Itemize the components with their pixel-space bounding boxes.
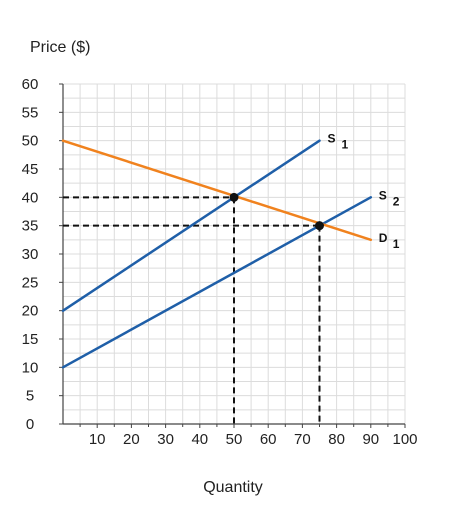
s2-label: S <box>379 188 387 202</box>
s1-label: S <box>328 132 336 146</box>
y-tick-label: 50 <box>22 133 39 150</box>
equilibrium-guides <box>63 196 321 424</box>
s1-line <box>61 139 321 312</box>
y-tick-label: 45 <box>22 161 39 178</box>
x-tick-label: 90 <box>362 431 379 448</box>
x-axis-title: Quantity <box>203 479 263 496</box>
equilibrium-point <box>229 192 239 202</box>
y-tick-label: 30 <box>22 246 39 263</box>
x-tick-label: 20 <box>123 431 140 448</box>
x-tick-label: 60 <box>260 431 277 448</box>
y-tick-label: 25 <box>22 274 39 291</box>
x-tick-label: 80 <box>328 431 345 448</box>
y-tick-label: 0 <box>26 416 34 433</box>
d1-label: D <box>379 231 388 245</box>
x-tick-label: 40 <box>191 431 208 448</box>
y-tick-label: 20 <box>22 303 39 320</box>
x-tick-label: 30 <box>157 431 174 448</box>
x-tick-label: 50 <box>226 431 243 448</box>
y-tick-label: 10 <box>22 359 39 376</box>
equilibrium-points <box>229 192 324 231</box>
y-tick-label: 5 <box>26 388 34 405</box>
s1-label-subscript: 1 <box>342 138 349 152</box>
axes: 0 5 10 15 20 25 30 35 40 45 50 55 60 10 20 30 40 50 60 70 80… <box>22 76 418 448</box>
x-tick-label: 100 <box>392 431 417 448</box>
s2-label-subscript: 2 <box>393 194 400 208</box>
y-tick-label: 40 <box>22 189 39 206</box>
y-tick-label: 15 <box>22 331 39 348</box>
d1-label-subscript: 1 <box>393 237 400 251</box>
x-tick-label: 10 <box>89 431 106 448</box>
y-tick-label: 55 <box>22 104 39 121</box>
equilibrium-point <box>315 221 324 231</box>
y-tick-label: 60 <box>22 76 39 93</box>
y-tick-label: 35 <box>22 218 39 235</box>
series-labels: S 1S 2D 1 <box>328 132 400 251</box>
y-axis-title: Price ($) <box>30 39 90 56</box>
x-tick-label: 70 <box>294 431 311 448</box>
